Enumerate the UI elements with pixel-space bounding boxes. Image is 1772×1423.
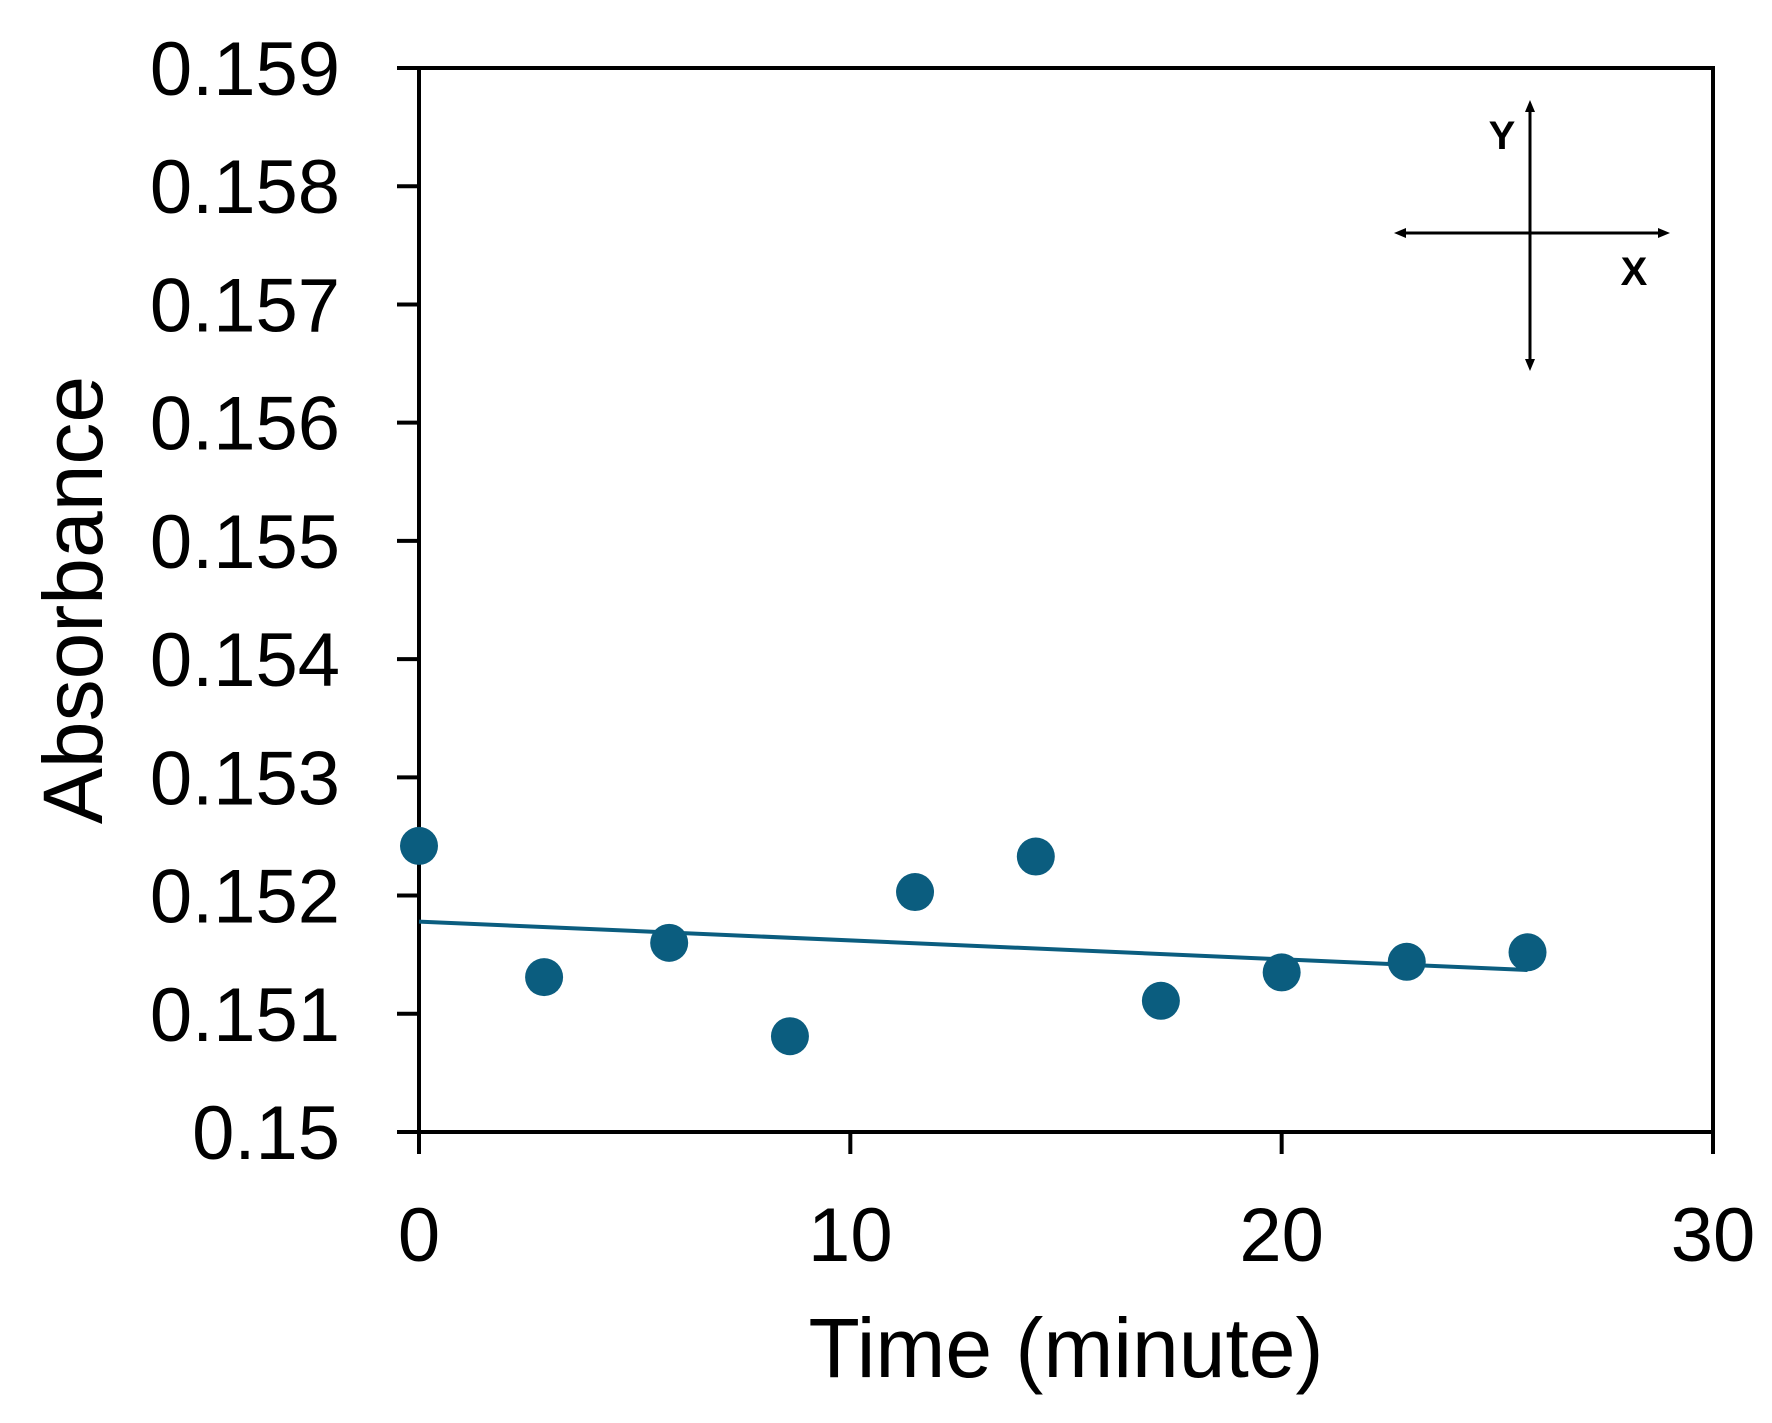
inset-x-label: X <box>1621 250 1648 294</box>
data-point <box>1141 981 1180 1020</box>
y-tick-label: 0.156 <box>150 382 340 467</box>
data-point <box>1016 837 1055 876</box>
inset-x-right-arrow <box>1658 228 1670 238</box>
inset-axes-diagram: Y X <box>1394 100 1670 371</box>
data-point <box>1262 953 1301 992</box>
data-point <box>650 923 689 962</box>
y-tick-label: 0.152 <box>150 855 340 940</box>
inset-y-label: Y <box>1489 114 1516 158</box>
y-tick-label: 0.155 <box>150 500 340 585</box>
y-axis-title: Absorbance <box>26 376 120 824</box>
y-tick-label: 0.159 <box>150 27 340 112</box>
data-point <box>400 826 438 865</box>
data-point <box>525 958 564 997</box>
data-point <box>896 873 935 912</box>
x-tick-label: 30 <box>1671 1193 1756 1278</box>
y-tick-label: 0.153 <box>150 736 340 821</box>
data-point <box>770 1017 809 1056</box>
series-layer <box>400 826 1547 1056</box>
x-tick-label: 20 <box>1239 1193 1324 1278</box>
x-axis-title: Time (minute) <box>809 1301 1324 1395</box>
y-tick-label: 0.15 <box>192 1091 340 1176</box>
plot-frame <box>417 66 1715 1134</box>
plot-area-border <box>417 66 1715 1134</box>
data-point <box>1508 933 1547 972</box>
y-tick-label: 0.151 <box>150 973 340 1058</box>
trend-line <box>418 919 1528 973</box>
y-tick-label: 0.158 <box>150 145 340 230</box>
y-tick-label: 0.157 <box>150 263 340 348</box>
inset-y-top-arrow <box>1525 100 1535 112</box>
data-point <box>1387 942 1426 981</box>
y-tick-label: 0.154 <box>150 618 340 703</box>
inset-x-left-arrow <box>1394 228 1406 238</box>
x-tick-label: 10 <box>808 1193 893 1278</box>
inset-y-bottom-arrow <box>1525 359 1535 371</box>
y-axis-ticks: 0.15 0.151 0.152 0.153 0.154 0.155 0.156 0.157 0… <box>150 27 419 1176</box>
x-tick-label: 0 <box>398 1193 440 1278</box>
x-axis-ticks: 0 10 20 30 <box>398 1132 1755 1278</box>
